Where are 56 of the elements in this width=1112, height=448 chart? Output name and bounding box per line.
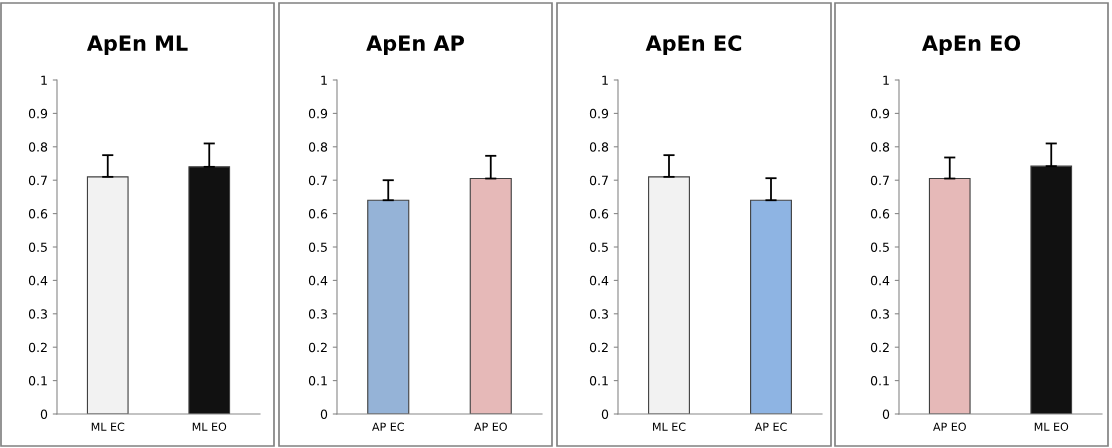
y-tick-label: 0.7: [28, 175, 47, 186]
y-tick-label: 0.4: [870, 275, 890, 286]
y-tick-label: 0.3: [308, 309, 327, 319]
y-tick-label: 0.5: [589, 242, 608, 252]
y-tick-label: 0: [320, 409, 328, 419]
y-tick-label: 0.1: [589, 376, 608, 386]
y-tick-label: 0.8: [28, 142, 48, 152]
y-tick-label: 0.6: [870, 209, 890, 219]
y-tick-label: 0.3: [870, 309, 889, 319]
y-tick-label: 0.2: [308, 342, 327, 353]
y-tick-label: 0.9: [870, 108, 890, 119]
y-tick-label: 0.5: [870, 242, 889, 252]
y-tick-label: 0.1: [28, 376, 47, 386]
y-tick-label: 0.7: [589, 175, 608, 186]
y-tick-label: 0.8: [589, 142, 609, 152]
y-tick-label: 0.2: [870, 342, 889, 353]
y-tick-label: 0.5: [28, 242, 47, 252]
y-tick-label: 1: [41, 75, 47, 85]
chart-title: ApEn AP: [366, 35, 465, 56]
y-tick-label: 0.4: [28, 275, 48, 286]
chart-title: ApEn EC: [645, 35, 742, 56]
y-tick-label: 0.1: [308, 376, 327, 386]
x-tick-label: AP EC: [754, 422, 787, 431]
y-tick-label: 0.4: [308, 275, 328, 286]
x-tick-label: ML EO: [192, 422, 227, 431]
x-tick-label: AP EO: [933, 422, 966, 431]
y-tick-label: 0.6: [308, 209, 328, 219]
y-tick-label: 0.9: [28, 108, 48, 119]
x-tick-label: ML EC: [91, 422, 125, 431]
y-tick-label: 0.2: [28, 342, 47, 353]
y-tick-label: 0.6: [589, 209, 609, 219]
y-tick-label: 0: [40, 409, 48, 419]
x-tick-label: AP EO: [474, 422, 507, 431]
y-tick-label: 0.6: [28, 209, 48, 219]
y-tick-label: 0.8: [870, 142, 890, 152]
y-tick-label: 0.7: [308, 175, 327, 186]
y-tick-label: 0.2: [589, 342, 608, 353]
x-tick-label: ML EO: [1034, 422, 1069, 431]
y-tick-label: 0.7: [870, 175, 889, 186]
y-tick-label: 0: [882, 409, 890, 419]
y-tick-label: 0.9: [308, 108, 328, 119]
x-tick-label: ML EC: [653, 422, 686, 431]
y-tick-label: 0.8: [308, 142, 328, 152]
y-tick-label: 0.3: [589, 309, 608, 319]
y-tick-label: 1: [602, 75, 608, 85]
y-tick-label: 1: [883, 75, 889, 85]
x-tick-label: AP EC: [372, 422, 404, 431]
y-tick-label: 0: [601, 409, 609, 419]
y-tick-label: 0.9: [589, 108, 609, 119]
y-tick-label: 0.1: [870, 376, 889, 386]
y-tick-label: 0.4: [589, 275, 609, 286]
y-tick-label: 0.5: [308, 242, 327, 252]
chart-title: ApEn ML: [86, 35, 188, 56]
chart-title: ApEn EO: [921, 35, 1021, 56]
y-tick-label: 0.3: [28, 309, 47, 319]
y-tick-label: 1: [321, 75, 327, 85]
